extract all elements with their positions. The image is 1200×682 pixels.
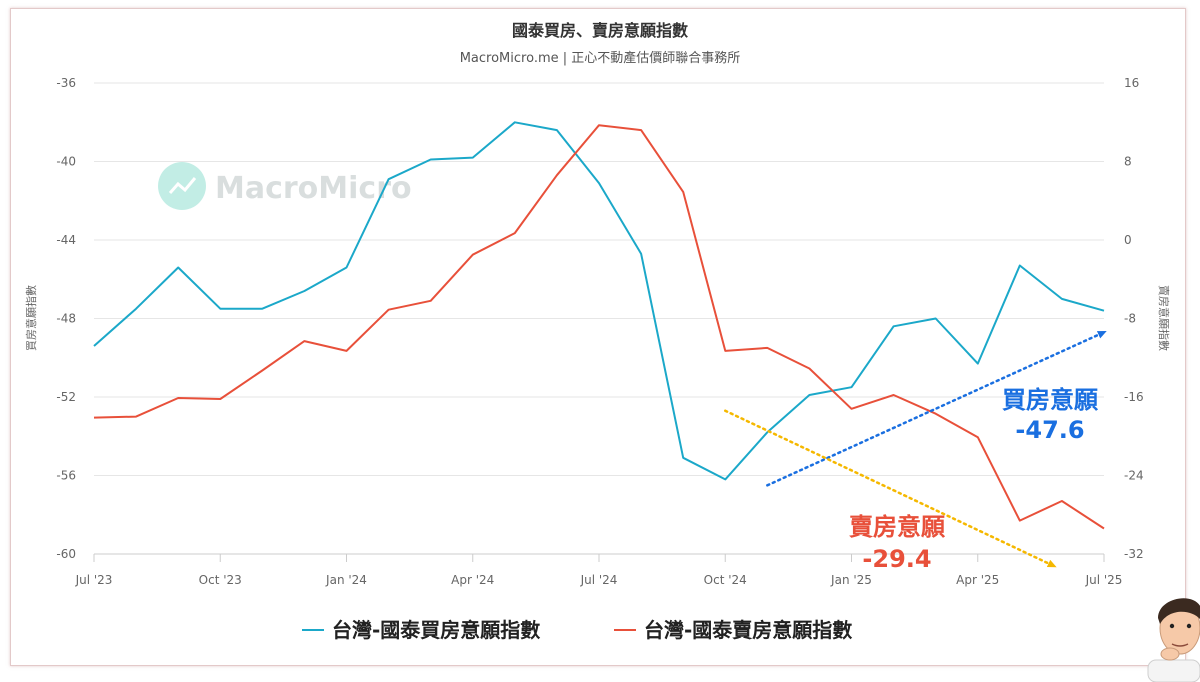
chart-title: 國泰買房、賣房意願指數 (512, 21, 688, 40)
annotations: 買房意願-47.6 賣房意願 -29.4 (724, 330, 1107, 573)
avatar-mouth (1171, 643, 1189, 647)
left-tick-label: -44 (56, 233, 76, 247)
x-tick-label: Apr '24 (451, 573, 494, 587)
avatar-hair (1158, 598, 1200, 624)
axes: -36 16-40 8-44 0-48 -8-52 -16-56 -24-60 -32Jul … (56, 76, 1143, 587)
left-tick-label: -60 (56, 547, 76, 561)
legend-item-sell[interactable]: 台灣-國泰賣房意願指數 (614, 618, 852, 642)
right-tick-label: -24 (1124, 469, 1144, 483)
sell-index-line[interactable] (93, 124, 1105, 530)
watermark-text: MacroMicro (215, 171, 412, 206)
left-tick-label: -52 (56, 390, 76, 404)
buy-annotation-value: -47.6 (1015, 416, 1084, 444)
x-tick-label: Jul '23 (75, 573, 113, 587)
avatar-hand (1160, 647, 1180, 661)
avatar-shirt (1147, 659, 1200, 682)
left-tick-label: -40 (56, 155, 76, 169)
right-axis-label: 賣房意願指數 (1157, 285, 1171, 351)
sell-annotation-label: 賣房意願 (849, 513, 946, 541)
sell-trend-arrow (724, 409, 1057, 568)
left-tick-label: -36 (56, 76, 76, 90)
right-tick-label: 16 (1124, 76, 1139, 90)
buy-annotation-label: 買房意願 (1002, 386, 1099, 414)
watermark: MacroMicro (158, 162, 412, 210)
right-tick-label: -32 (1124, 547, 1144, 561)
right-tick-label: 8 (1124, 155, 1132, 169)
x-tick-label: Oct '23 (199, 573, 242, 587)
left-tick-label: -48 (56, 312, 76, 326)
x-tick-label: Apr '25 (956, 573, 999, 587)
grid (94, 82, 1104, 555)
left-tick-label: -56 (56, 469, 76, 483)
legend-label-buy: 台灣-國泰買房意願指數 (332, 618, 540, 642)
right-tick-label: -16 (1124, 390, 1144, 404)
left-axis-label: 買房意願指數 (24, 285, 38, 351)
x-tick-label: Jul '25 (1085, 573, 1123, 587)
legend-item-buy[interactable]: 台灣-國泰買房意願指數 (302, 618, 540, 642)
right-tick-label: -8 (1124, 312, 1136, 326)
sell-annotation-value: -29.4 (862, 545, 931, 573)
legend-label-sell: 台灣-國泰賣房意願指數 (644, 618, 852, 642)
chart-subtitle: MacroMicro.me | 正心不動產估價師聯合事務所 (460, 50, 741, 66)
right-tick-label: 0 (1124, 233, 1132, 247)
avatar-eye-right (1186, 623, 1192, 629)
watermark-logo-mark (168, 177, 197, 194)
x-tick-label: Oct '24 (704, 573, 747, 587)
legend: 台灣-國泰買房意願指數 台灣-國泰賣房意願指數 (302, 618, 852, 642)
x-tick-label: Jan '25 (830, 573, 872, 587)
x-tick-label: Jul '24 (580, 573, 618, 587)
avatar-icon (1147, 598, 1200, 682)
x-tick-label: Jan '24 (325, 573, 367, 587)
watermark-logo-icon (158, 162, 206, 210)
buy-index-line[interactable] (93, 121, 1105, 481)
avatar-eye-left (1169, 623, 1175, 629)
buy-trend-arrow (766, 330, 1107, 487)
series (93, 121, 1105, 530)
